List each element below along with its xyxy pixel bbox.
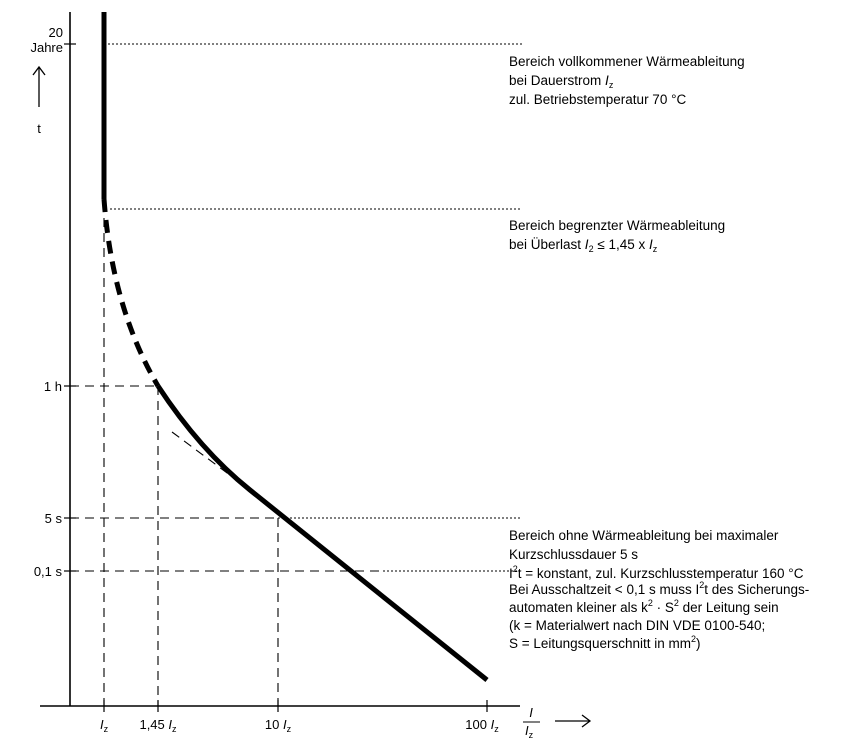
curve-short-circuit	[155, 384, 489, 682]
note-line: Bereich begrenzter Wärmeableitung	[509, 218, 725, 233]
region-note-full-heat-dissipation: Bereich vollkommener Wärmeableitung bei …	[509, 54, 745, 107]
note-line: Kurzschlussdauer 5 s	[509, 547, 638, 562]
x-tick-label-10iz: 10 Iz	[265, 717, 292, 734]
y-top-unit: Jahre	[30, 40, 63, 55]
x-tick-label-100iz: 100 Iz	[465, 717, 499, 734]
note-line: I2t = konstant, zul. Kurzschlusstemperat…	[509, 564, 804, 581]
curve-overload-dashed	[101, 198, 161, 388]
x-ratio-numerator: I	[529, 705, 533, 720]
x-tick-label-145iz: 1,45 Iz	[139, 717, 177, 734]
x-axis-arrow-icon	[555, 714, 592, 728]
note-line: (k = Materialwert nach DIN VDE 0100-540;	[509, 618, 765, 633]
x-tick-label-iz: Iz	[100, 717, 109, 734]
region-note-breaker-requirement: Bei Ausschaltzeit < 0,1 s muss I2t des S…	[509, 580, 809, 651]
note-line: zul. Betriebstemperatur 70 °C	[509, 92, 686, 107]
note-line: Bei Ausschaltzeit < 0,1 s muss I2t des S…	[509, 580, 809, 597]
y-tick-label-5s: 5 s	[45, 511, 63, 526]
y-axis-arrow-icon	[32, 65, 46, 107]
y-tick-label-1h: 1 h	[44, 379, 62, 394]
note-line: Bereich vollkommener Wärmeableitung	[509, 54, 745, 69]
y-axis-variable: t	[37, 121, 41, 136]
note-line: Bereich ohne Wärmeableitung bei maximale…	[509, 528, 779, 543]
y-tick-label-01s: 0,1 s	[34, 564, 63, 579]
x-ratio-denominator: Iz	[525, 723, 534, 740]
note-line: automaten kleiner als k2 · S2 der Leitun…	[509, 598, 779, 615]
note-line: bei Überlast I2 ≤ 1,45 x Iz	[509, 237, 658, 254]
note-line: S = Leitungsquerschnitt in mm2)	[509, 634, 700, 651]
note-line: bei Dauerstrom Iz	[509, 73, 614, 90]
region-note-limited-heat-dissipation: Bereich begrenzter Wärmeableitung bei Üb…	[509, 218, 725, 254]
y-top-value: 20	[49, 25, 63, 40]
region-note-no-heat-dissipation: Bereich ohne Wärmeableitung bei maximale…	[509, 528, 804, 581]
